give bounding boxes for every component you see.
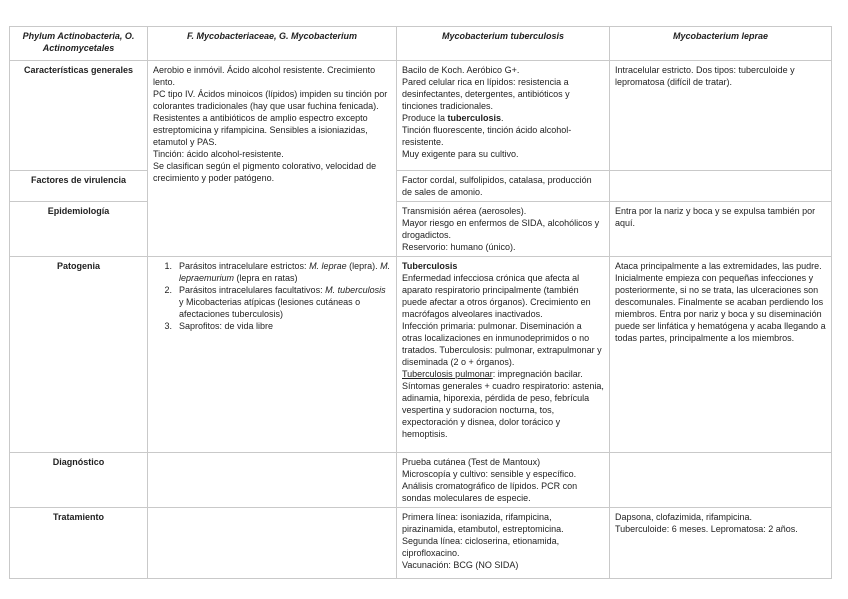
row-label-epidemiologia: Epidemiología [9,201,148,257]
cell-leprae-general: Intracelular estricto. Dos tipos: tuberc… [609,60,832,171]
table-row: Epidemiología Transmisión aérea (aerosol… [9,201,832,257]
cell-leprae-patogenia: Ataca principalmente a las extremidades,… [609,256,832,453]
row-label-tratamiento: Tratamiento [9,507,148,579]
header-cell-tuberculosis: Mycobacterium tuberculosis [396,26,610,61]
cell-leprae-epidemiologia: Entra por la nariz y boca y se expulsa t… [609,201,832,257]
mycobacterium-comparison-table: Phylum Actinobacteria, O. Actinomycetale… [9,26,832,579]
table-row: Diagnóstico Prueba cutánea (Test de Mant… [9,452,832,508]
row-label-factores-virulencia: Factores de virulencia [9,170,148,202]
header-row: Phylum Actinobacteria, O. Actinomycetale… [9,26,832,61]
cell-tuberculosis-epidemiologia: Transmisión aérea (aerosoles). Mayor ries… [396,201,610,257]
cell-tuberculosis-general: Bacilo de Koch. Aeróbico G+. Pared celula… [396,60,610,171]
cell-genus-diagnostico [147,452,397,508]
header-cell-leprae: Mycobacterium leprae [609,26,832,61]
header-cell-phylum: Phylum Actinobacteria, O. Actinomycetale… [9,26,148,61]
table-row: Características generales Aerobio e inmó… [9,60,832,257]
header-cell-family-genus: F. Mycobacteriaceae, G. Mycobacterium [147,26,397,61]
cell-tuberculosis-diagnostico: Prueba cutánea (Test de Mantoux) Microsco… [396,452,610,508]
row-label-diagnostico: Diagnóstico [9,452,148,508]
row-label-patogenia: Patogenia [9,256,148,453]
cell-leprae-virulencia [609,170,832,202]
row-label-caracteristicas-generales: Características generales [9,60,148,171]
cell-leprae-diagnostico [609,452,832,508]
table-row: Tratamiento Primera línea: isoniazida, r… [9,507,832,579]
cell-genus-tratamiento [147,507,397,579]
cell-genus-general: Aerobio e inmóvil. Ácido alcohol resiste… [147,60,397,257]
cell-tuberculosis-tratamiento: Primera línea: isoniazida, rifampicina, … [396,507,610,579]
cell-leprae-tratamiento: Dapsona, clofazimida, rifampicina. Tuberc… [609,507,832,579]
table-row: Patogenia 1. Parásitos intracelulare estr… [9,256,832,453]
cell-genus-patogenia: 1. Parásitos intracelulare estrictos: M. … [147,256,397,453]
cell-tuberculosis-patogenia: Tuberculosis Enfermedad infecciosa crónic… [396,256,610,453]
table-row: Factores de virulencia Factor cordal, su… [9,170,832,202]
cell-tuberculosis-virulencia: Factor cordal, sulfolipidos, catalasa, p… [396,170,610,202]
